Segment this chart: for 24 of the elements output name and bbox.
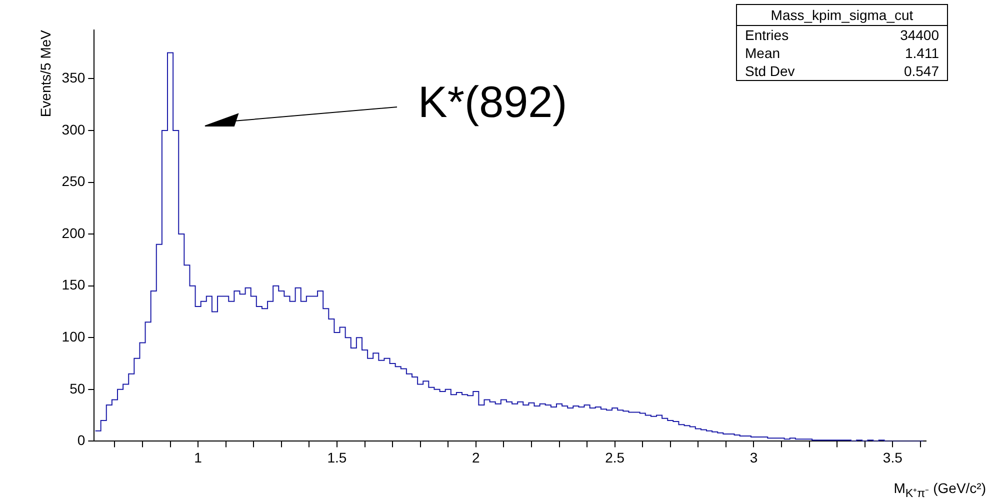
- annotation: Std Dev: [745, 63, 795, 79]
- y-tick-label: 50: [70, 380, 86, 396]
- y-tick-label: 200: [62, 224, 86, 241]
- annotation: K*(892): [418, 78, 568, 128]
- y-tick-label: 100: [62, 328, 86, 344]
- y-tick-label: 0: [77, 432, 86, 448]
- y-tick-label: 250: [62, 173, 86, 190]
- x-tick-label: 2: [472, 449, 480, 466]
- y-tick-label: 300: [62, 121, 86, 138]
- annotation: 34400: [900, 27, 939, 43]
- x-tick-label: 3.5: [882, 449, 903, 466]
- x-axis-title: M$_{K⁺π⁻}$ (GeV/c²): [894, 480, 986, 500]
- annotation: 0.547: [904, 63, 939, 79]
- x-tick-label: 1: [194, 449, 202, 466]
- annotation: Mean: [745, 45, 780, 61]
- y-tick-label: 150: [62, 276, 86, 293]
- x-tick-label: 3: [750, 449, 758, 466]
- y-tick-label: 350: [62, 70, 86, 86]
- x-tick-label: 2.5: [605, 449, 625, 466]
- x-tick-label: 1.5: [327, 449, 347, 466]
- text: Mass_kpim_sigma_cut: [737, 5, 947, 26]
- annotation: 1.411: [905, 45, 939, 61]
- y-axis-title: Events/5 MeV: [37, 29, 54, 118]
- annotation: Entries: [745, 27, 789, 43]
